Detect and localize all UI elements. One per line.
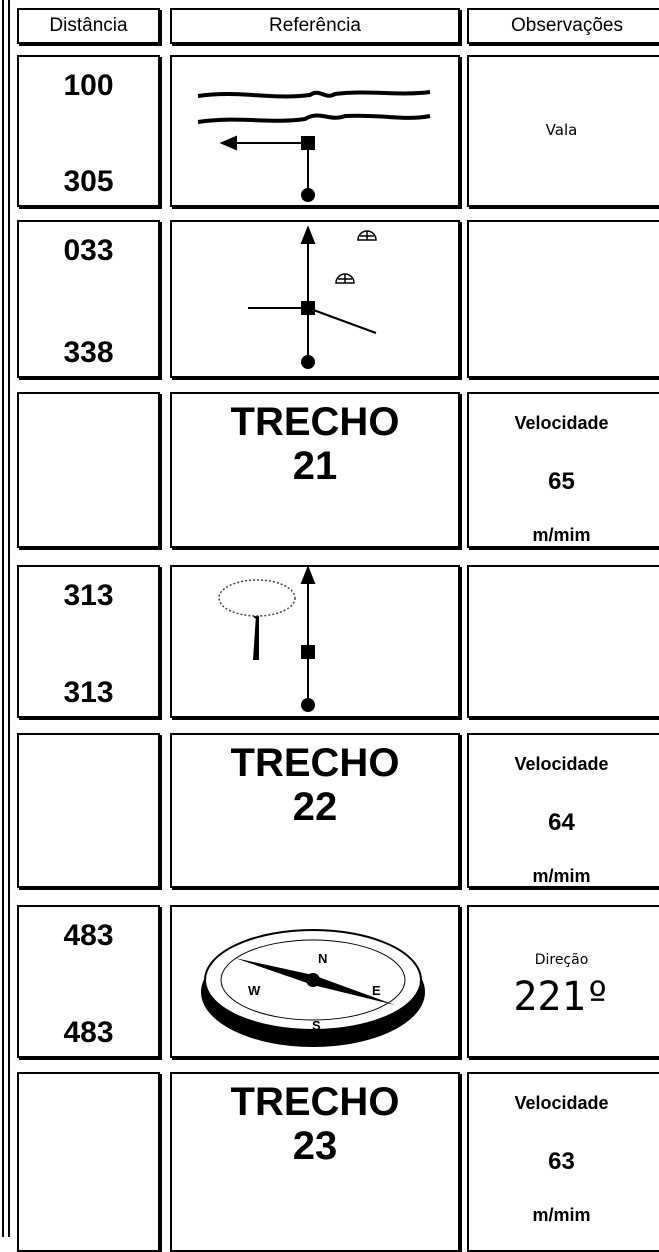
reference-cell: TRECHO 22	[170, 733, 460, 888]
reference-cell: TRECHO 23	[170, 1072, 460, 1252]
observations-cell: Direção 221º	[467, 905, 659, 1058]
distance-cell: 100 305	[17, 55, 160, 207]
obs-unit: m/mim	[532, 525, 591, 545]
observations-cell: Velocidade 64 m/mim	[467, 733, 659, 888]
reference-cell	[170, 565, 460, 718]
distance-cell	[17, 392, 160, 548]
observations-cell	[467, 220, 659, 378]
observations-cell	[467, 565, 659, 718]
header-text: Observações	[511, 15, 623, 36]
section-label: TRECHO	[230, 1080, 400, 1124]
obs-text: Vala	[545, 121, 578, 139]
reference-cell	[170, 220, 460, 378]
distance-end: 305	[63, 165, 114, 198]
observations-cell: Vala	[467, 55, 659, 207]
section-number: 23	[292, 1124, 338, 1168]
reference-cell: TRECHO 21	[170, 392, 460, 548]
distance-end: 483	[63, 1016, 114, 1049]
obs-label: Direção	[534, 952, 589, 968]
obs-value: 64	[548, 809, 575, 836]
distance-cell: 483 483	[17, 905, 160, 1058]
header-cell: Referência	[170, 8, 460, 44]
header-text: Referência	[269, 15, 361, 36]
section-number: 21	[292, 444, 338, 488]
distance-cell: 033 338	[17, 220, 160, 378]
header-text: Distância	[49, 15, 128, 36]
header-cell: Distância	[17, 8, 160, 44]
obs-label: Velocidade	[514, 413, 609, 433]
obs-label: Velocidade	[514, 754, 609, 774]
distance-cell	[17, 733, 160, 888]
distance-start: 483	[63, 919, 114, 952]
distance-cell: 313 313	[17, 565, 160, 718]
distance-cell	[17, 1072, 160, 1252]
obs-unit: m/mim	[532, 1205, 591, 1225]
observations-cell: Velocidade 65 m/mim	[467, 392, 659, 548]
obs-value: 63	[548, 1148, 575, 1175]
distance-start: 100	[63, 69, 114, 102]
reference-cell	[170, 55, 460, 207]
obs-unit: m/mim	[532, 866, 591, 886]
header-cell: Observações	[467, 8, 659, 44]
border-line	[8, 0, 10, 1237]
obs-value: 65	[548, 468, 575, 495]
obs-value: 221º	[513, 974, 610, 1020]
section-number: 22	[292, 785, 338, 829]
observations-cell: Velocidade 63 m/mim	[467, 1072, 659, 1252]
section-label: TRECHO	[230, 400, 400, 444]
distance-start: 313	[63, 579, 114, 612]
distance-start: 033	[63, 234, 114, 267]
section-label: TRECHO	[230, 741, 400, 785]
obs-label: Velocidade	[514, 1093, 609, 1113]
distance-end: 338	[63, 336, 114, 369]
reference-cell	[170, 905, 460, 1058]
border-line	[2, 0, 4, 1237]
distance-end: 313	[63, 676, 114, 709]
